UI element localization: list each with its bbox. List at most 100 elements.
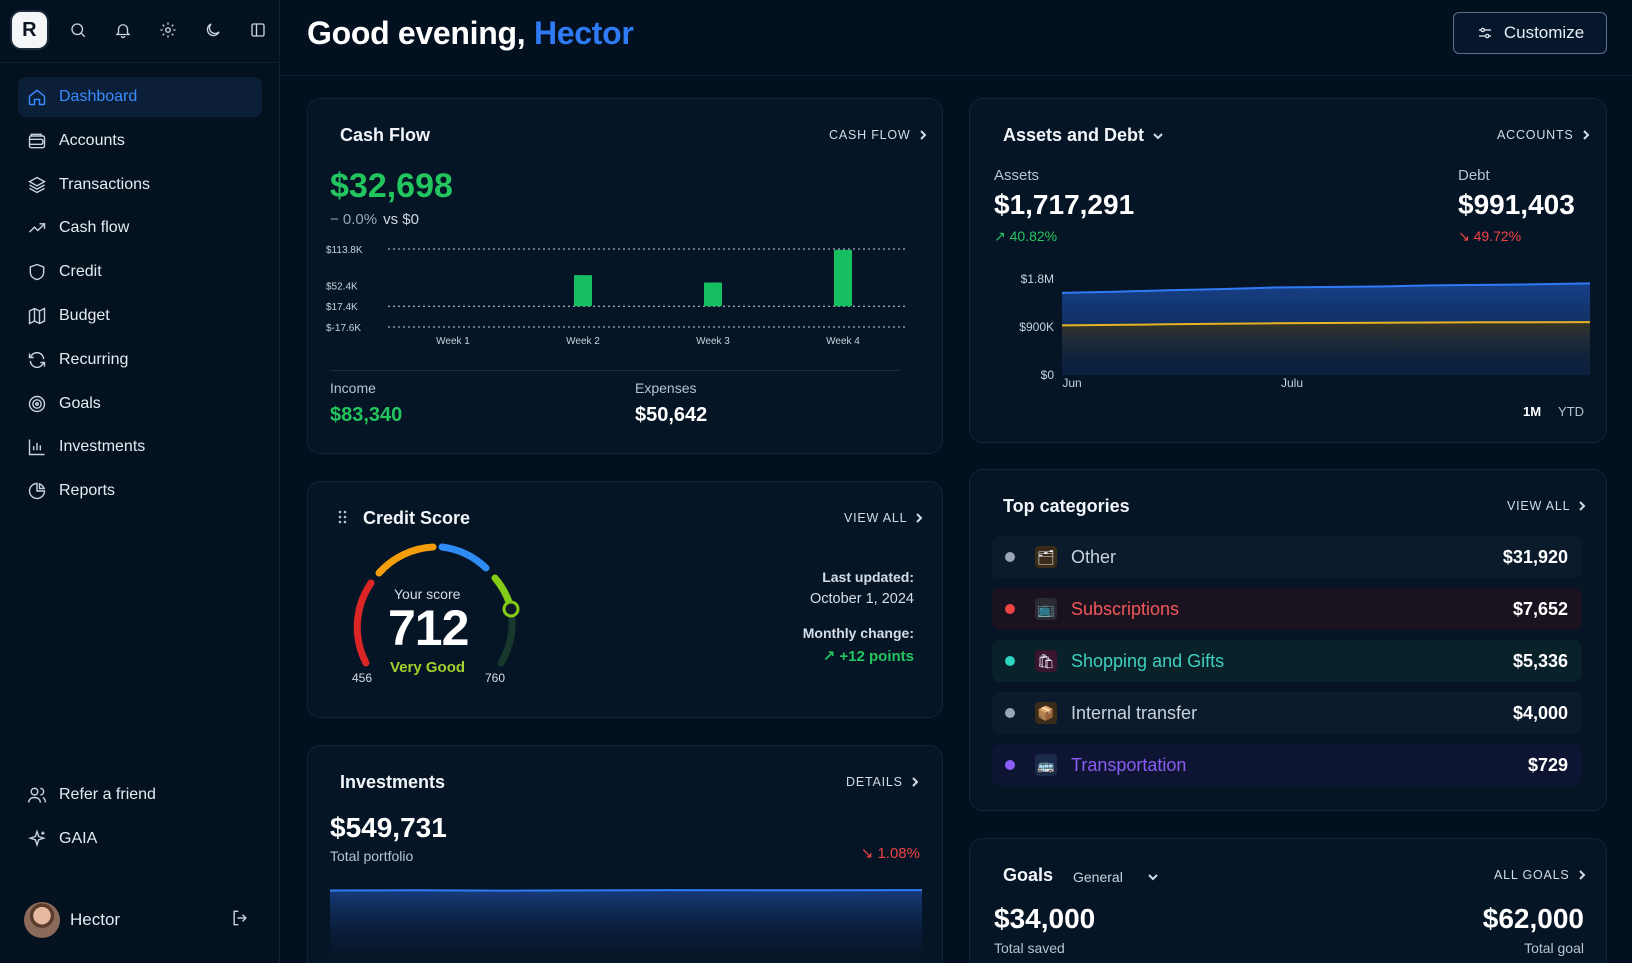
- x-tick-label: Week 4: [826, 336, 860, 347]
- cash-flow-change: − 0.0% vs $0: [330, 211, 419, 228]
- trend-down-icon: ↘: [860, 845, 874, 862]
- moon-icon[interactable]: [200, 16, 227, 44]
- sidebar-nav: Dashboard Accounts Transactions Cash flo…: [18, 77, 262, 515]
- category-row-internal-transfer[interactable]: 📦 Internal transfer $4,000: [992, 692, 1582, 734]
- sidebar-item-label: Investments: [59, 438, 146, 456]
- category-row-other[interactable]: 🗂 Other $31,920: [992, 536, 1582, 578]
- card-title: Cash Flow: [340, 125, 431, 145]
- chevron-down-icon: [1148, 874, 1158, 881]
- goals-filter-dropdown[interactable]: General: [1073, 869, 1159, 885]
- debt-value: $991,403: [1458, 189, 1575, 220]
- debt-change-value: 49.72%: [1473, 228, 1522, 244]
- sidebar-item-investments[interactable]: Investments: [18, 427, 262, 467]
- all-goals-link[interactable]: ALL GOALS: [1494, 868, 1588, 882]
- credit-view-all-link[interactable]: VIEW ALL: [844, 511, 925, 525]
- logout-icon[interactable]: [230, 908, 254, 932]
- pie-chart-icon: [28, 482, 46, 500]
- sidebar-item-label: Reports: [59, 482, 116, 500]
- cash-flow-bar[interactable]: [834, 249, 852, 307]
- sidebar-item-credit[interactable]: Credit: [18, 252, 262, 292]
- sidebar-item-transactions[interactable]: Transactions: [18, 165, 262, 205]
- gear-icon[interactable]: [155, 16, 182, 44]
- x-tick-label: Julu: [1281, 376, 1303, 387]
- credit-score-value: 712: [388, 600, 469, 656]
- refresh-icon: [28, 351, 46, 368]
- greeting-text: Good evening,: [307, 15, 526, 51]
- sidebar-toggle-icon[interactable]: [245, 16, 272, 44]
- shopping-bag-icon: 🛍: [1035, 650, 1057, 672]
- greeting-name: Hector: [533, 15, 634, 51]
- sidebar-item-label: Recurring: [59, 350, 129, 368]
- sidebar-item-label: Accounts: [59, 131, 125, 149]
- y-tick-label: $52.4K: [326, 281, 358, 292]
- sidebar-item-dashboard[interactable]: Dashboard: [18, 77, 262, 117]
- range-1m-button[interactable]: 1M: [1523, 404, 1542, 419]
- trend-down-icon: ↘: [1458, 228, 1470, 244]
- sparkle-icon: [28, 829, 46, 847]
- category-amount: $4,000: [1512, 702, 1568, 723]
- sidebar-item-refer[interactable]: Refer a friend: [18, 775, 262, 815]
- assets-value: $1,717,291: [994, 189, 1135, 220]
- category-name: Other: [1071, 546, 1117, 567]
- app-logo[interactable]: R: [12, 12, 47, 48]
- header-divider: [280, 75, 1632, 76]
- card-title[interactable]: Assets and Debt: [1003, 125, 1164, 146]
- category-row-transportation[interactable]: 🚌 Transportation $729: [992, 744, 1582, 786]
- category-amount: $729: [1527, 754, 1568, 775]
- bell-icon[interactable]: [110, 16, 137, 44]
- category-row-subscriptions[interactable]: 📺 Subscriptions $7,652: [992, 588, 1582, 630]
- user-profile[interactable]: Hector: [24, 900, 254, 940]
- investments-amount: $549,731: [330, 812, 447, 843]
- x-tick-label: Week 2: [566, 336, 600, 347]
- sidebar-item-accounts[interactable]: Accounts: [18, 121, 262, 161]
- sidebar-item-gaia[interactable]: GAIA: [18, 819, 262, 859]
- link-label: VIEW ALL: [844, 511, 908, 525]
- sidebar-item-cash-flow[interactable]: Cash flow: [18, 208, 262, 248]
- folder-icon: 🗂: [1035, 546, 1057, 568]
- expenses-label: Expenses: [635, 380, 697, 396]
- gauge-segment-excellent: [497, 614, 516, 667]
- shield-icon: [29, 263, 45, 281]
- avatar[interactable]: [24, 902, 60, 938]
- category-row-shopping[interactable]: 🛍 Shopping and Gifts $5,336: [992, 640, 1582, 682]
- range-ytd-button[interactable]: YTD: [1558, 404, 1584, 419]
- investments-line: [330, 889, 922, 892]
- card-title: Goals: [1003, 865, 1054, 885]
- category-dot: [1005, 656, 1015, 666]
- sidebar-item-label: Dashboard: [59, 88, 138, 105]
- categories-view-all-link[interactable]: VIEW ALL: [1507, 499, 1588, 513]
- drag-handle-icon[interactable]: [338, 510, 348, 524]
- accounts-link[interactable]: ACCOUNTS: [1497, 128, 1592, 142]
- debt-change: ↘ 49.72%: [1458, 228, 1521, 245]
- cash-flow-chart: $113.8K $52.4K $17.4K $-17.6K Week 1 Week 2 We…: [326, 245, 908, 347]
- last-updated-value: October 1, 2024: [810, 591, 914, 607]
- users-icon: [27, 787, 47, 803]
- investments-details-link[interactable]: DETAILS: [846, 775, 921, 789]
- sidebar-item-label: Cash flow: [59, 219, 130, 237]
- cash-flow-amount: $32,698: [330, 167, 453, 205]
- sidebar-item-budget[interactable]: Budget: [18, 296, 262, 336]
- bar-chart-icon: [28, 439, 45, 456]
- search-icon[interactable]: [65, 16, 92, 44]
- trend-up-icon: ↗: [994, 228, 1006, 244]
- chevron-down-icon: [1153, 132, 1163, 139]
- sidebar-item-reports[interactable]: Reports: [18, 471, 262, 511]
- gauge-segment-very-good: [491, 574, 514, 609]
- debt-line: [1061, 321, 1590, 327]
- score-min: 456: [352, 671, 373, 685]
- sidebar-item-label: Goals: [59, 394, 101, 412]
- cash-flow-link[interactable]: CASH FLOW: [829, 128, 929, 142]
- target-icon: [28, 395, 46, 412]
- category-name: Transportation: [1071, 754, 1187, 775]
- credit-rating: Very Good: [390, 659, 466, 676]
- sidebar-item-goals[interactable]: Goals: [18, 384, 262, 424]
- goals-total-value: $62,000: [1482, 903, 1584, 934]
- chevron-right-icon: [916, 513, 923, 523]
- cash-flow-bar[interactable]: [574, 275, 592, 307]
- customize-button[interactable]: Customize: [1453, 12, 1607, 54]
- investments-chart: [330, 889, 922, 961]
- goals-filter-label: General: [1073, 869, 1123, 885]
- sliders-icon: [1478, 27, 1491, 39]
- cash-flow-bar[interactable]: [704, 282, 722, 307]
- sidebar-item-recurring[interactable]: Recurring: [18, 340, 262, 380]
